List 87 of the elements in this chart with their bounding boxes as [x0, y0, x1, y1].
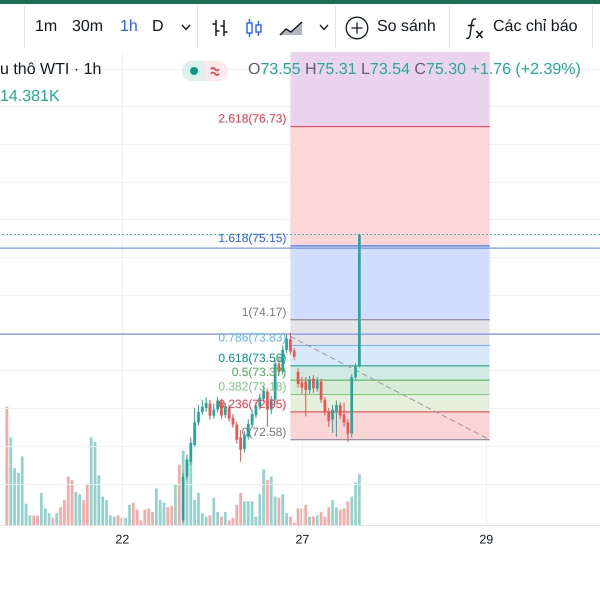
ref-line-label: 0.786(73.83) [218, 330, 286, 344]
bar [143, 510, 146, 525]
candlestick [308, 375, 311, 394]
bar [220, 516, 223, 525]
bar [327, 507, 330, 525]
text: 1m [35, 17, 58, 37]
bar [239, 493, 242, 525]
x-tick-label: 22 [115, 532, 130, 546]
bar [70, 480, 74, 525]
bar [212, 498, 216, 525]
bar [9, 437, 12, 525]
bar [52, 518, 54, 525]
bar [204, 516, 208, 525]
bar [338, 510, 342, 525]
candlestick [212, 403, 216, 420]
candlestick [335, 400, 338, 438]
bar [105, 500, 108, 525]
text: 1h [120, 17, 138, 37]
ref-line-label: 2.618(76.73) [218, 112, 286, 126]
text: So sánh [377, 17, 436, 37]
bar [40, 493, 43, 525]
bar [147, 508, 150, 525]
bar [289, 516, 292, 525]
bar [66, 476, 70, 525]
bar [346, 501, 350, 525]
bar [197, 493, 200, 525]
ref-line-label: 1(74.17) [242, 304, 286, 319]
bar [116, 516, 120, 525]
bar [166, 507, 170, 525]
candlestick [208, 399, 212, 420]
bar [86, 484, 89, 525]
bar [162, 502, 166, 525]
text: 30m [72, 17, 104, 37]
text: O73.55 H75.31 L73.54 C75.30 +1.76 (+2.39%) [248, 61, 581, 78]
bar [74, 492, 78, 525]
bar [78, 494, 82, 525]
bar [308, 516, 311, 525]
candlestick [200, 399, 204, 416]
candlestick [342, 402, 346, 428]
bar [20, 456, 24, 525]
bar [6, 406, 8, 525]
candlestick [296, 368, 300, 388]
text: D [152, 17, 164, 37]
bar [243, 501, 246, 525]
bar [246, 501, 250, 525]
bar [281, 494, 284, 525]
bar [331, 500, 334, 525]
bar [266, 480, 269, 525]
bar [312, 516, 315, 525]
candlestick [320, 378, 322, 404]
bar [90, 437, 93, 525]
annotation: 14.381K [0, 87, 60, 107]
bar [36, 516, 39, 525]
bar [250, 501, 254, 525]
bar [154, 488, 158, 525]
bar [278, 498, 280, 525]
candlestick [346, 418, 350, 443]
candlestick [289, 332, 292, 356]
bar [174, 484, 177, 525]
text: u thô WTI · 1h [0, 60, 102, 80]
bar [296, 508, 300, 525]
bar [151, 512, 154, 525]
bar [224, 512, 227, 525]
bar [132, 502, 135, 525]
bar [128, 504, 131, 525]
candlestick [197, 404, 200, 426]
bar [208, 516, 212, 525]
bar [316, 516, 319, 525]
bar [320, 512, 322, 525]
candlestick [331, 404, 334, 434]
bar [358, 474, 361, 525]
bar [304, 504, 308, 525]
candlestick [354, 363, 357, 380]
bar [170, 506, 174, 525]
bar [55, 513, 58, 525]
ref-line-label: 1.618(75.15) [218, 230, 286, 245]
bar [262, 469, 265, 525]
candlestick [316, 376, 319, 392]
bar [32, 516, 36, 525]
text: Các chỉ báo [493, 17, 578, 37]
bar [270, 476, 273, 525]
x-tick-label: 27 [295, 532, 310, 546]
candlestick [338, 402, 342, 420]
candlestick [304, 376, 308, 417]
bar [112, 516, 116, 525]
candlestick [312, 374, 315, 394]
x-tick-label: 29 [479, 532, 494, 546]
